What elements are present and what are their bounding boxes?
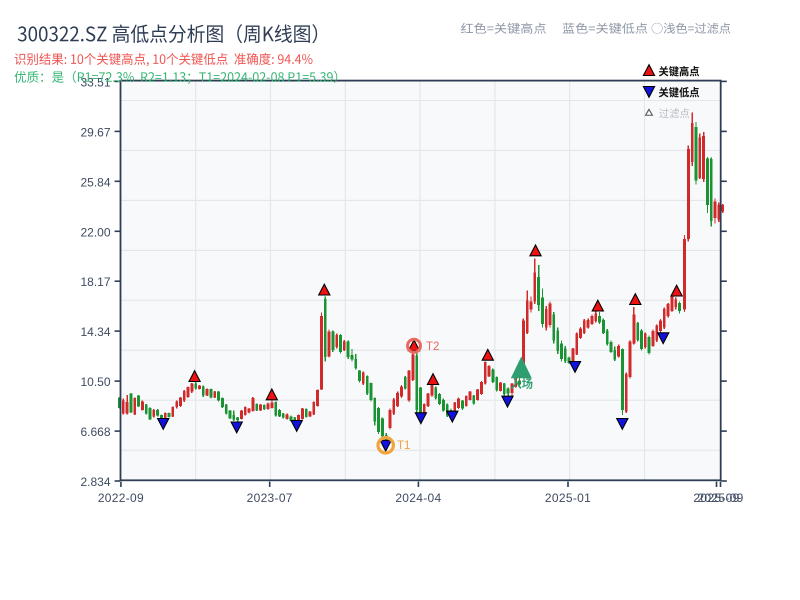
svg-text:T1: T1 bbox=[397, 440, 410, 452]
svg-text:18.17: 18.17 bbox=[80, 275, 110, 289]
svg-text:22.00: 22.00 bbox=[80, 225, 110, 239]
svg-text:2025-09: 2025-09 bbox=[693, 491, 739, 505]
svg-text:2025-01: 2025-01 bbox=[545, 491, 591, 505]
svg-text:6.668: 6.668 bbox=[80, 425, 110, 439]
svg-text:2.834: 2.834 bbox=[80, 475, 110, 489]
svg-text:2022-09: 2022-09 bbox=[98, 491, 144, 505]
svg-text:2023-07: 2023-07 bbox=[247, 491, 293, 505]
svg-text:33.51: 33.51 bbox=[80, 75, 110, 89]
svg-text:29.67: 29.67 bbox=[80, 125, 110, 139]
svg-text:25.84: 25.84 bbox=[80, 175, 110, 189]
svg-text:10.50: 10.50 bbox=[80, 375, 110, 389]
svg-text:2025-09: 2025-09 bbox=[697, 491, 743, 505]
svg-text:T2: T2 bbox=[426, 341, 439, 353]
svg-text:2024-04: 2024-04 bbox=[395, 491, 441, 505]
svg-text:14.34: 14.34 bbox=[80, 325, 110, 339]
